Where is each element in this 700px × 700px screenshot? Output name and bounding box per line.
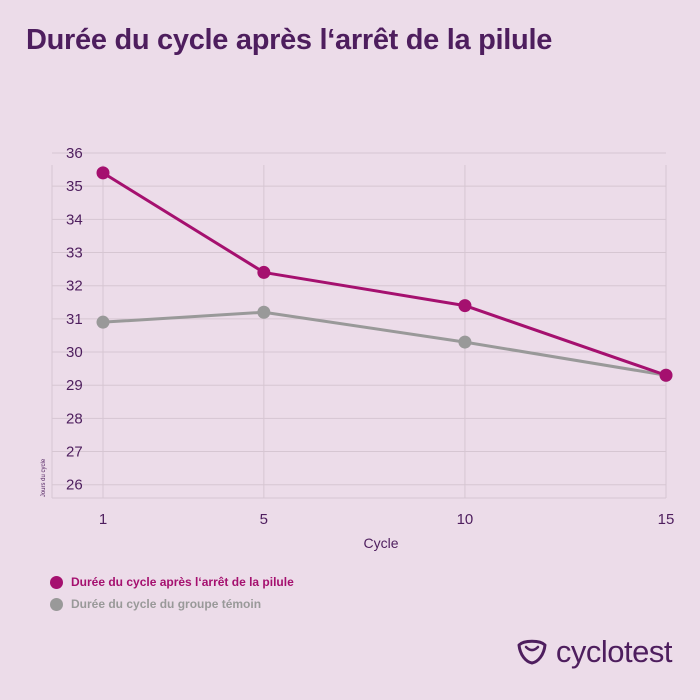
legend-marker-pill: [50, 575, 63, 589]
y-tick-label: 35: [66, 178, 83, 195]
x-tick-label: 5: [260, 511, 268, 528]
legend-item-pill: Durée du cycle après l‘arrêt de la pilul…: [50, 571, 294, 593]
y-tick-label: 30: [66, 344, 83, 361]
x-tick-label: 15: [658, 511, 675, 528]
x-tick-label: 10: [457, 511, 474, 528]
x-tick-label: 1: [99, 511, 107, 528]
grid-lines: [52, 152, 667, 498]
chart-legend: Durée du cycle après l‘arrêt de la pilul…: [50, 571, 294, 615]
brand-name: cyclotest: [555, 634, 673, 669]
y-tick-label: 28: [66, 410, 83, 427]
series-line-control: [102, 310, 667, 377]
legend-marker-control: [50, 597, 63, 611]
y-axis-title: Jours du cycle: [41, 458, 47, 497]
y-tick-label: 27: [66, 444, 83, 461]
y-tick-label: 34: [66, 211, 83, 228]
page-title: Durée du cycle après l‘arrêt de la pilul…: [26, 24, 553, 56]
y-tick-label: 26: [66, 477, 83, 494]
legend-label-control: Durée du cycle du groupe témoin: [71, 597, 262, 611]
brand-logo: cyclotest: [516, 634, 673, 670]
y-tick-label: 32: [66, 278, 83, 295]
series-line-pill: [102, 171, 667, 377]
cyclotest-logo-icon: [517, 639, 547, 665]
x-axis-title: Cycle: [363, 535, 398, 551]
y-tick-label: 29: [66, 377, 83, 394]
data-point-pill: [257, 265, 271, 279]
data-point-control: [458, 335, 472, 349]
y-tick-label: 33: [66, 245, 83, 262]
y-tick-label: 31: [66, 311, 83, 328]
series-layer: [96, 166, 673, 382]
data-point-pill: [458, 299, 472, 313]
data-point-control: [257, 305, 271, 319]
data-point-pill: [96, 166, 110, 180]
data-point-control: [96, 315, 110, 329]
legend-label-pill: Durée du cycle après l‘arrêt de la pilul…: [71, 575, 294, 589]
y-tick-label: 36: [66, 145, 83, 162]
data-point-pill: [659, 368, 673, 382]
legend-item-control: Durée du cycle du groupe témoin: [50, 593, 294, 615]
